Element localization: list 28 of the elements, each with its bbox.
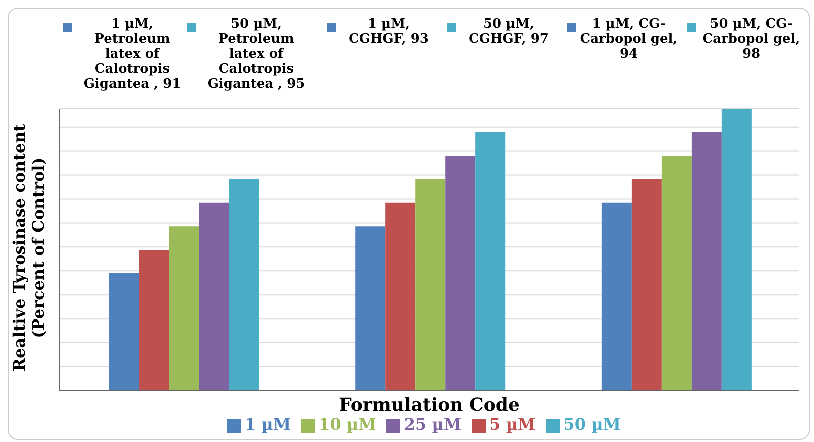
bar	[386, 202, 416, 391]
text: 50 µM, Petroleum latex of Calotropis Gigantea , 95	[206, 17, 306, 92]
x-axis-title: Formulation Code	[339, 395, 520, 416]
legend-label: 1 µM	[244, 415, 292, 434]
bar	[416, 180, 446, 391]
y-axis-title: Realtive Tyrosinase content (Percent of Control)	[10, 123, 48, 374]
text: 1 µM, CG-Carbopol gel, 94	[579, 17, 679, 62]
bar	[632, 180, 662, 391]
legend-label: 5 µM	[490, 415, 536, 434]
text: 50 µM, CGHGF, 97	[468, 17, 550, 47]
bar	[662, 156, 692, 391]
legend-label: 25 µM	[404, 415, 462, 434]
bar	[139, 250, 170, 391]
text: 50 µM, CG-Carbopol gel, 98	[702, 17, 802, 62]
legend-label: 10 µM	[319, 415, 376, 434]
bar	[356, 226, 386, 391]
bar	[446, 156, 476, 391]
text: 1 µM, CGHGF, 93	[348, 17, 430, 47]
legend-label: 50 µM	[564, 415, 622, 434]
bar	[229, 180, 260, 391]
bar	[722, 109, 752, 391]
bar	[476, 132, 506, 391]
bar	[169, 226, 200, 391]
bar	[602, 202, 632, 391]
text: 1 µM, Petroleum latex of Calotropis Gigantea , 91	[82, 17, 182, 92]
bar	[109, 273, 140, 391]
bar	[199, 202, 230, 391]
bar	[692, 132, 722, 391]
